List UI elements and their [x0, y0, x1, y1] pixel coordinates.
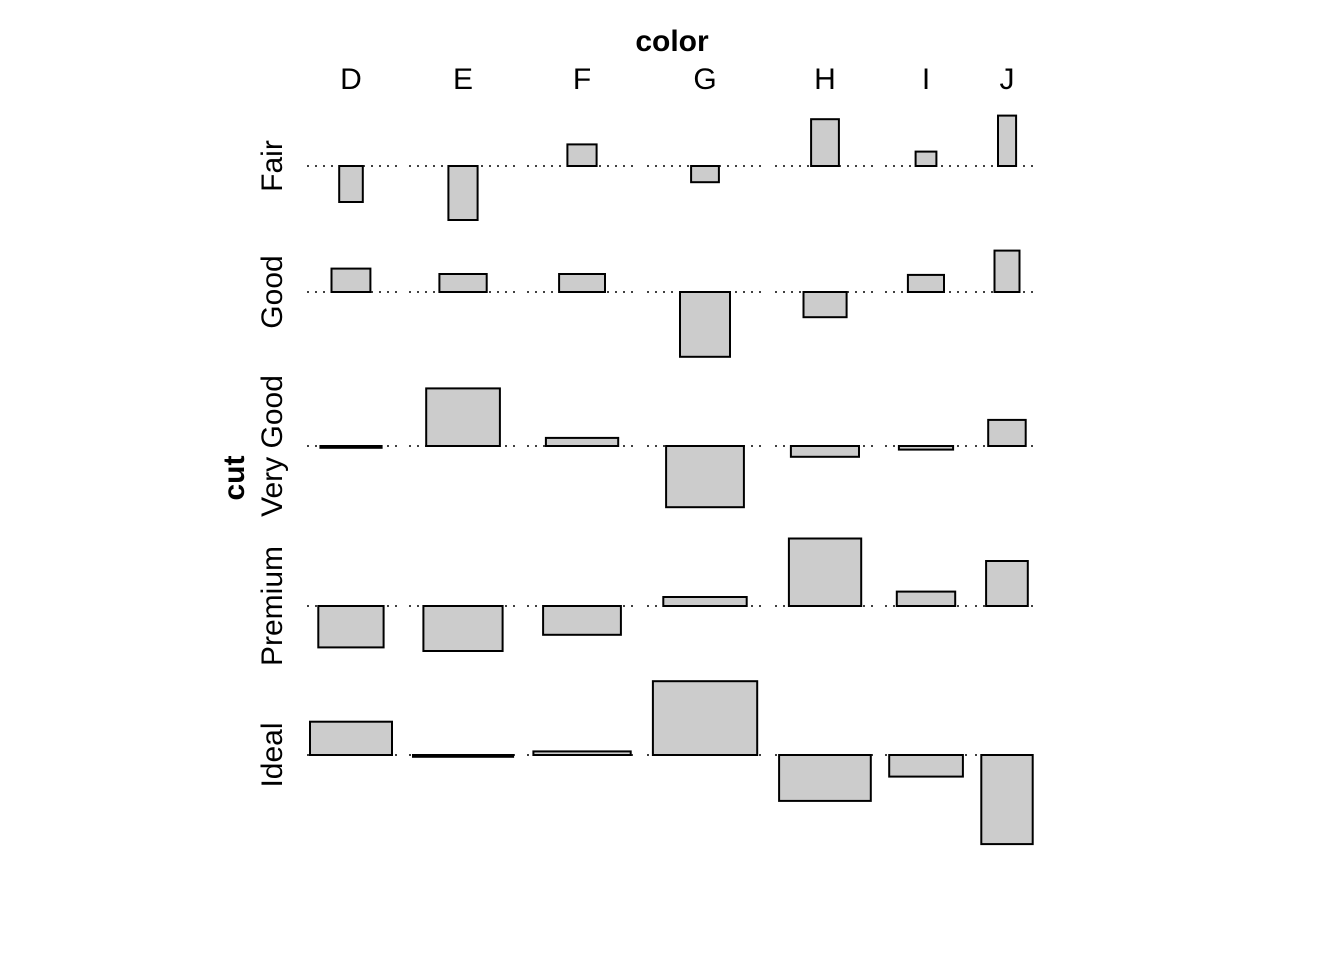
row-labels: Fair Good Very Good Premium Ideal [256, 140, 289, 787]
bar-premium-f [542, 605, 622, 636]
bar-ideal-d [309, 720, 393, 757]
bar-fair-d [338, 165, 364, 203]
bar-fair-f [566, 143, 598, 167]
bar-good-g [679, 291, 731, 358]
bar-premium-i [895, 590, 957, 607]
bar-very-good-e [425, 387, 501, 447]
bar-ideal-f [532, 750, 632, 757]
bar-very-good-j [987, 418, 1027, 447]
row-label-ideal: Ideal [256, 722, 289, 787]
bar-premium-e [422, 605, 504, 652]
bar-good-i [906, 273, 946, 293]
bar-very-good-h [789, 445, 861, 458]
column-label-d: D [340, 63, 362, 96]
y-axis-title: cut [218, 455, 251, 500]
bar-fair-g [690, 165, 720, 184]
bar-fair-j [997, 114, 1018, 167]
row-label-good: Good [256, 255, 289, 328]
column-label-h: H [814, 63, 836, 96]
x-axis-title: color [635, 25, 709, 58]
bar-fair-h [810, 118, 840, 167]
residual-bars [309, 114, 1034, 846]
bar-premium-h [787, 537, 863, 607]
bar-good-j [993, 249, 1021, 294]
bar-premium-j [985, 560, 1029, 607]
bar-ideal-g [651, 680, 759, 757]
column-label-f: F [573, 63, 591, 96]
bar-fair-e [447, 165, 479, 221]
column-label-e: E [453, 63, 473, 96]
bar-fair-i [914, 150, 938, 168]
bar-premium-g [662, 596, 748, 607]
bar-ideal-j [980, 754, 1034, 846]
column-label-g: G [693, 63, 716, 96]
bar-good-f [558, 273, 606, 293]
bar-very-good-i [897, 445, 955, 451]
bar-very-good-d [319, 445, 383, 449]
row-label-fair: Fair [256, 140, 289, 192]
row-label-very-good: Very Good [256, 375, 289, 517]
column-label-j: J [1000, 63, 1015, 96]
bar-good-d [330, 267, 372, 294]
bar-ideal-e [412, 754, 515, 758]
bar-good-h [802, 291, 848, 319]
bar-good-e [438, 273, 488, 293]
row-label-premium: Premium [256, 546, 289, 666]
column-labels: D E F G H I J [340, 63, 1014, 96]
column-label-i: I [922, 63, 930, 96]
bar-very-good-f [544, 436, 620, 447]
bar-ideal-i [888, 754, 964, 778]
bar-very-good-g [665, 445, 745, 509]
bar-premium-d [317, 605, 385, 649]
bar-ideal-h [778, 754, 872, 802]
